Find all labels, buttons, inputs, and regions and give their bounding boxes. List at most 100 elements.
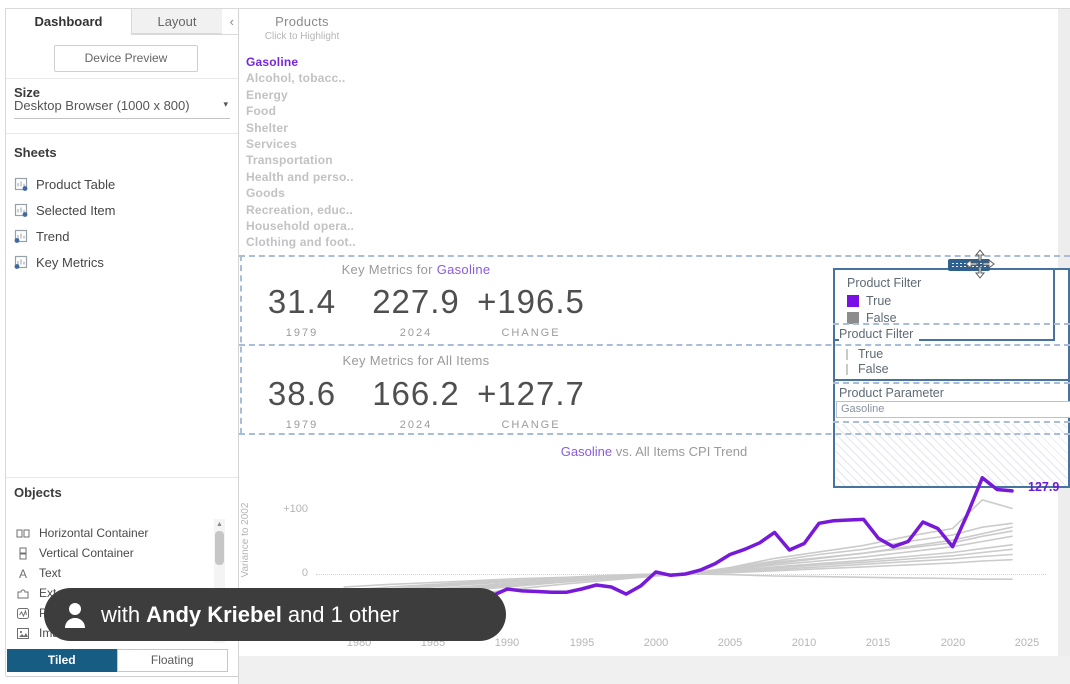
x-tick: 2015	[865, 637, 891, 649]
scrollbar-thumb[interactable]	[215, 531, 224, 565]
worksheet-icon	[14, 177, 28, 191]
product-parameter-input[interactable]: Gasoline	[836, 401, 1070, 418]
metric-value: 31.4	[267, 283, 337, 320]
dashboard-sidebar: Dashboard Layout ‹ Device Preview Size D…	[6, 9, 239, 684]
sheet-item-label: Key Metrics	[36, 254, 104, 270]
title-highlight: Gasoline	[436, 262, 491, 277]
x-tick: 1990	[494, 637, 520, 649]
filter-item-label: True	[858, 347, 884, 361]
product-item[interactable]: Shelter	[246, 120, 289, 135]
size-dropdown[interactable]: Desktop Browser (1000 x 800) ▾	[14, 98, 230, 119]
zone-border	[239, 433, 1070, 435]
metric-value: +196.5	[477, 283, 585, 320]
products-title: Products	[275, 14, 329, 29]
zone-border	[239, 255, 1070, 257]
presence-prefix: with	[101, 601, 141, 627]
key-metrics-gasoline-title: Key Metrics for Gasoline	[238, 262, 594, 277]
metric-value: 166.2	[372, 375, 460, 412]
sheet-item-label: Selected Item	[36, 202, 116, 218]
product-item[interactable]: Transportation	[246, 153, 333, 168]
filter-item-mark	[846, 348, 848, 360]
filter-item-true[interactable]: True	[846, 347, 883, 361]
worksheet-icon	[14, 203, 28, 217]
object-item-label: Vertical Container	[39, 546, 134, 560]
product-item-gasoline[interactable]: Gasoline	[246, 55, 299, 69]
object-item-label: Text	[39, 566, 62, 580]
horizontal-container-icon	[16, 529, 30, 537]
sheet-item-label: Product Table	[36, 176, 116, 192]
layout-mode-toggle: Tiled Floating	[7, 649, 228, 672]
key-metrics-all-items-title: Key Metrics for All Items	[238, 353, 594, 368]
chart-title-highlight: Gasoline	[560, 444, 613, 459]
sheet-item-key-metrics[interactable]: Key Metrics	[14, 252, 104, 272]
tiled-button[interactable]: Tiled	[7, 649, 117, 672]
product-item[interactable]: Energy	[246, 87, 288, 102]
floating-button[interactable]: Floating	[116, 649, 228, 672]
product-item[interactable]: Health and perso..	[246, 169, 354, 184]
sheet-item-selected-item[interactable]: Selected Item	[14, 200, 116, 220]
extension-icon	[17, 589, 29, 598]
product-filter-title: Product Filter	[839, 327, 920, 341]
y-tick-100: +100	[283, 503, 308, 515]
metric-label: CHANGE	[501, 419, 561, 431]
product-item[interactable]: Services	[246, 137, 297, 152]
person-icon	[65, 602, 85, 628]
window-left-border	[5, 8, 6, 676]
x-tick: 1995	[569, 637, 595, 649]
true-color-swatch	[847, 295, 859, 307]
worksheet-icon	[14, 229, 28, 243]
vertical-container-icon	[19, 547, 27, 559]
title-prefix: Key Metrics for	[342, 353, 437, 368]
metric-change: +196.5 CHANGE	[466, 283, 596, 339]
legend-item-false[interactable]: False	[847, 311, 897, 325]
zone-border	[833, 323, 1070, 325]
products-list: Gasoline Alcohol, tobacc.. Energy Food S…	[246, 54, 396, 251]
zone-border	[833, 421, 1070, 423]
divider	[6, 78, 238, 79]
x-tick: 2000	[643, 637, 669, 649]
filter-item-label: False	[858, 362, 889, 376]
metric-2024: 166.2 2024	[351, 375, 481, 431]
size-value: Desktop Browser (1000 x 800)	[14, 98, 190, 113]
object-item-label: Horizontal Container	[39, 526, 149, 540]
device-preview-button[interactable]: Device Preview	[54, 45, 198, 72]
zone-border	[239, 344, 1070, 346]
window-top-border	[5, 8, 1070, 9]
product-item[interactable]: Recreation, educ..	[246, 202, 353, 217]
metric-value: 38.6	[267, 375, 337, 412]
divider	[6, 133, 238, 134]
pulse-metric-icon	[17, 607, 29, 619]
filter-item-false[interactable]: False	[846, 362, 889, 376]
objects-header: Objects	[14, 485, 62, 500]
object-item-text[interactable]: A Text	[16, 564, 61, 582]
sheet-item-trend[interactable]: Trend	[14, 226, 69, 246]
sheet-item-product-table[interactable]: Product Table	[14, 174, 115, 194]
product-item[interactable]: Alcohol, tobacc..	[246, 71, 346, 86]
zero-gridline	[316, 574, 1046, 575]
scroll-up-icon[interactable]: ▲	[216, 521, 223, 528]
zone-border	[833, 379, 1070, 381]
presence-text: with Andy Kriebel and 1 other	[101, 602, 399, 628]
object-item-horizontal-container[interactable]: Horizontal Container	[16, 524, 148, 542]
divider	[6, 477, 238, 478]
products-subtitle: Click to Highlight	[264, 31, 340, 42]
metric-change: +127.7 CHANGE	[466, 375, 596, 431]
y-axis-label: Variance to 2002	[240, 502, 251, 578]
product-item[interactable]: Food	[246, 104, 277, 119]
object-item-vertical-container[interactable]: Vertical Container	[16, 544, 134, 562]
product-parameter-title: Product Parameter	[839, 386, 944, 400]
product-item[interactable]: Goods	[246, 186, 285, 201]
metric-value: 227.9	[372, 283, 460, 320]
tab-layout[interactable]: Layout	[132, 9, 222, 34]
chart-title-rest: vs. All Items CPI Trend	[612, 444, 748, 459]
worksheet-icon	[14, 255, 28, 269]
sheet-item-label: Trend	[36, 228, 70, 244]
product-item[interactable]: Clothing and foot..	[246, 235, 356, 250]
metric-value: +127.7	[477, 375, 585, 412]
metric-label: 1979	[285, 419, 319, 431]
sidebar-collapse-icon[interactable]: ‹	[229, 14, 234, 29]
tab-dashboard[interactable]: Dashboard	[6, 9, 132, 35]
product-item[interactable]: Household opera..	[246, 219, 355, 234]
legend-item-true[interactable]: True	[847, 294, 891, 308]
